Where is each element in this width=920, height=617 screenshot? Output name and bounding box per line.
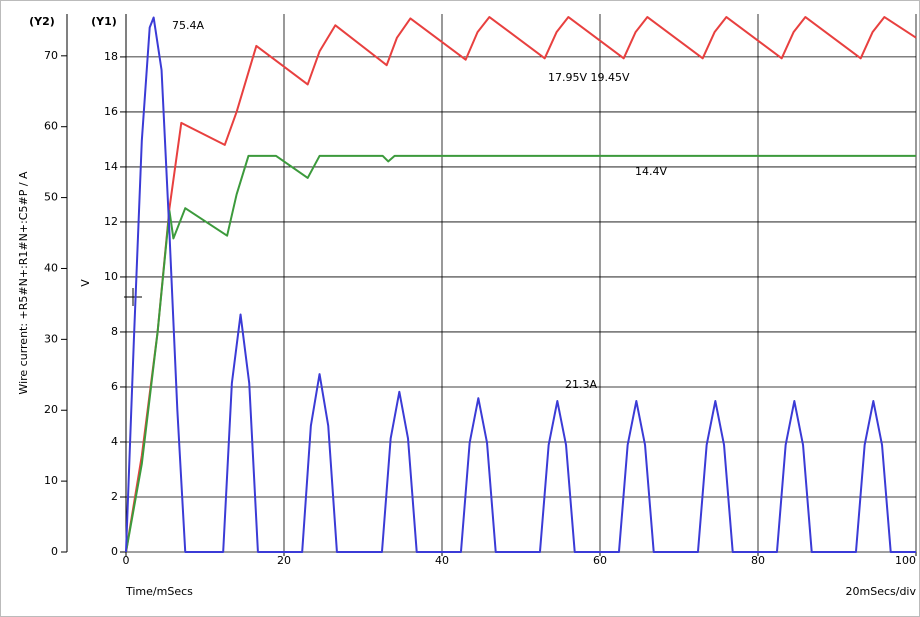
- y2-tick-label: 20: [44, 403, 58, 416]
- y2-tick-label: 30: [44, 332, 58, 345]
- y-tick-label: 18: [104, 50, 118, 63]
- x-tick-label: 100: [895, 554, 916, 567]
- y1-tag: (Y1): [91, 15, 117, 28]
- y2-tick-label: 0: [51, 545, 58, 558]
- series-line: [125, 16, 917, 553]
- y2-tick-label: 50: [44, 191, 58, 204]
- y-tick-label: 12: [104, 215, 118, 228]
- y-tick-label: 8: [111, 325, 118, 338]
- y-tick-label: 14: [104, 160, 118, 173]
- x-axis-label: Time/mSecs: [125, 585, 193, 598]
- x-tick-label: 40: [435, 554, 449, 567]
- annotation: 21.3A: [565, 378, 597, 391]
- y1-axis-label: V: [79, 279, 92, 287]
- y2-axis-label: Wire current: +R5#N+:R1#N+:C5#P / A: [17, 171, 30, 395]
- x-tick-label: 80: [751, 554, 765, 567]
- annotation: 75.4A: [172, 19, 204, 32]
- x-tick-label: 20: [277, 554, 291, 567]
- y2-tick-label: 10: [44, 474, 58, 487]
- cursor: [124, 288, 142, 306]
- series-line: [125, 16, 916, 553]
- y-tick-label: 6: [111, 380, 118, 393]
- y2-tag: (Y2): [29, 15, 55, 28]
- y2-tick-label: 60: [44, 120, 58, 133]
- y2-tick-label: 40: [44, 261, 58, 274]
- annotation: 17.95V 19.45V: [548, 71, 630, 84]
- y2-tick-label: 70: [44, 49, 58, 62]
- y-tick-label: 16: [104, 105, 118, 118]
- annotation: 14.4V: [635, 165, 667, 178]
- series-line: [125, 154, 916, 553]
- y-tick-label: 2: [111, 490, 118, 503]
- x-tick-label: 60: [593, 554, 607, 567]
- x-tick-label: 0: [123, 554, 130, 567]
- y-tick-label: 0: [111, 545, 118, 558]
- x-scale-note: 20mSecs/div: [846, 585, 917, 598]
- y-tick-label: 4: [111, 435, 118, 448]
- y-tick-label: 10: [104, 270, 118, 283]
